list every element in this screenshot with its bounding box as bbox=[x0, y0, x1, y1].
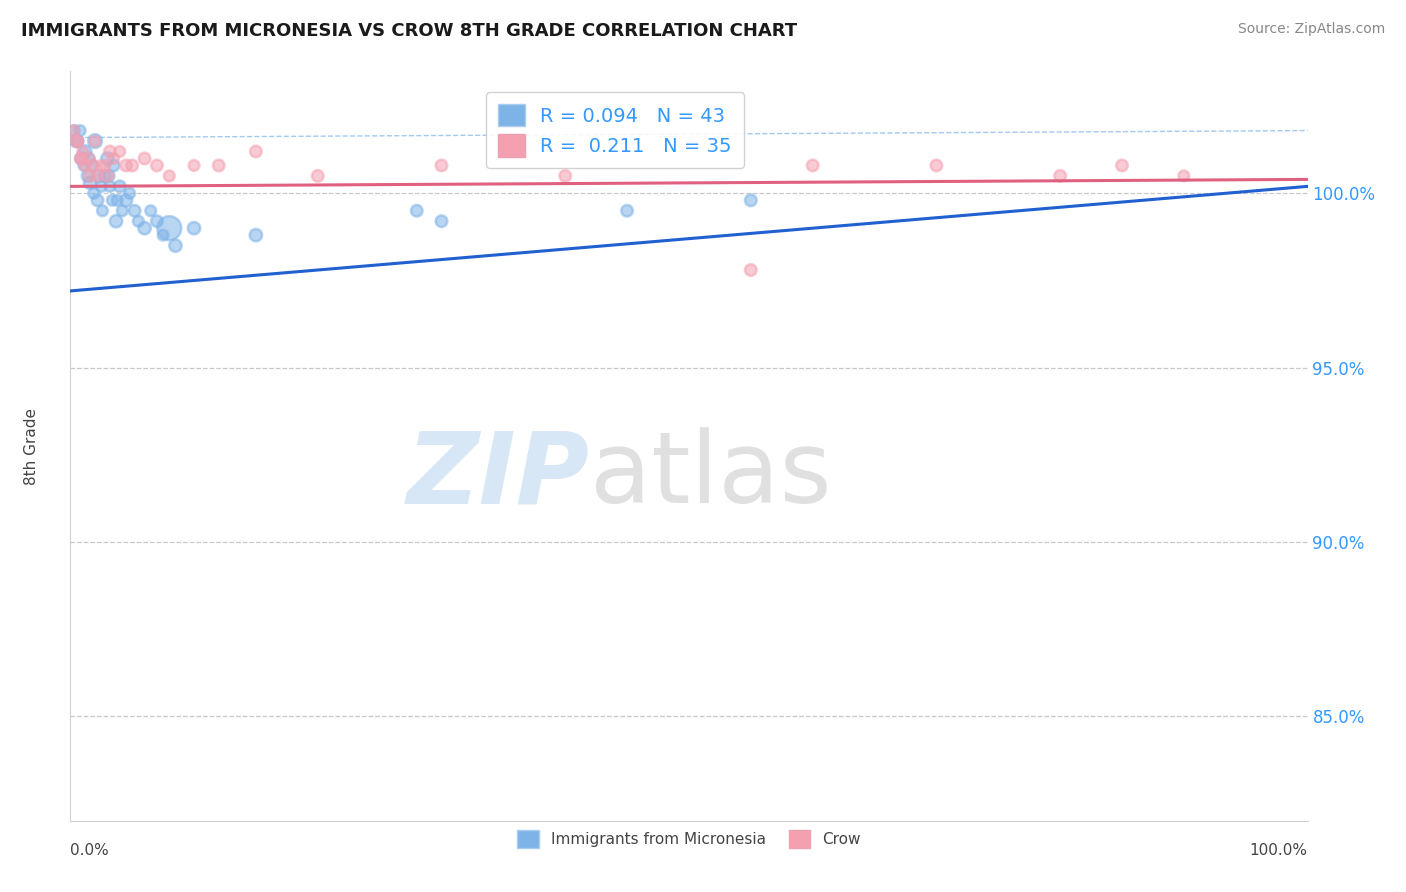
Point bbox=[103, 152, 125, 166]
Point bbox=[86, 194, 108, 208]
Point bbox=[65, 134, 87, 148]
Point bbox=[124, 203, 146, 218]
Point bbox=[157, 169, 180, 183]
Point bbox=[307, 169, 329, 183]
Point bbox=[75, 158, 97, 172]
Point bbox=[98, 145, 121, 159]
Point bbox=[134, 152, 156, 166]
Point bbox=[115, 158, 138, 172]
Point bbox=[69, 152, 91, 166]
Text: 0.0%: 0.0% bbox=[70, 843, 110, 858]
Point bbox=[79, 169, 101, 183]
Point bbox=[75, 145, 97, 159]
Point bbox=[108, 179, 131, 194]
Point bbox=[96, 152, 118, 166]
Point bbox=[82, 158, 104, 172]
Text: Source: ZipAtlas.com: Source: ZipAtlas.com bbox=[1237, 22, 1385, 37]
Point bbox=[165, 238, 187, 252]
Point bbox=[72, 145, 94, 159]
Point bbox=[801, 158, 824, 172]
Point bbox=[66, 134, 89, 148]
Text: 8th Grade: 8th Grade bbox=[24, 408, 39, 484]
Legend: Immigrants from Micronesia, Crow: Immigrants from Micronesia, Crow bbox=[510, 824, 868, 855]
Point bbox=[245, 228, 267, 243]
Point bbox=[108, 145, 131, 159]
Point bbox=[79, 176, 101, 190]
Point bbox=[111, 203, 134, 218]
Point bbox=[103, 158, 125, 172]
Point bbox=[554, 169, 576, 183]
Point bbox=[134, 221, 156, 235]
Point bbox=[430, 158, 453, 172]
Point bbox=[1111, 158, 1133, 172]
Point bbox=[740, 263, 762, 277]
Point bbox=[77, 152, 100, 166]
Point bbox=[127, 214, 149, 228]
Text: 100.0%: 100.0% bbox=[1250, 843, 1308, 858]
Point bbox=[152, 228, 174, 243]
Point bbox=[63, 123, 86, 137]
Point bbox=[65, 134, 87, 148]
Point bbox=[91, 203, 114, 218]
Point bbox=[925, 158, 948, 172]
Point bbox=[146, 214, 169, 228]
Point bbox=[77, 152, 100, 166]
Point bbox=[70, 152, 93, 166]
Text: IMMIGRANTS FROM MICRONESIA VS CROW 8TH GRADE CORRELATION CHART: IMMIGRANTS FROM MICRONESIA VS CROW 8TH G… bbox=[21, 22, 797, 40]
Point bbox=[94, 158, 117, 172]
Point bbox=[616, 203, 638, 218]
Point bbox=[84, 134, 107, 148]
Point bbox=[121, 158, 143, 172]
Point bbox=[82, 158, 104, 172]
Point bbox=[1049, 169, 1071, 183]
Point bbox=[76, 169, 98, 183]
Point bbox=[83, 186, 105, 201]
Point bbox=[157, 221, 180, 235]
Point bbox=[97, 169, 120, 183]
Point bbox=[139, 203, 162, 218]
Point bbox=[63, 123, 86, 137]
Text: atlas: atlas bbox=[591, 427, 831, 524]
Point bbox=[183, 158, 205, 172]
Point bbox=[115, 194, 138, 208]
Point bbox=[105, 214, 128, 228]
Point bbox=[245, 145, 267, 159]
Point bbox=[430, 214, 453, 228]
Point bbox=[146, 158, 169, 172]
Point bbox=[101, 194, 124, 208]
Text: ZIP: ZIP bbox=[406, 427, 591, 524]
Point bbox=[73, 158, 96, 172]
Point bbox=[740, 194, 762, 208]
Point bbox=[118, 186, 141, 201]
Point bbox=[90, 179, 112, 194]
Point bbox=[94, 169, 117, 183]
Point bbox=[70, 152, 93, 166]
Point bbox=[69, 123, 91, 137]
Point bbox=[86, 169, 108, 183]
Point bbox=[183, 221, 205, 235]
Point bbox=[405, 203, 427, 218]
Point bbox=[90, 158, 112, 172]
Point bbox=[84, 134, 107, 148]
Point bbox=[66, 134, 89, 148]
Point bbox=[105, 194, 128, 208]
Point bbox=[98, 179, 121, 194]
Point bbox=[1173, 169, 1195, 183]
Point bbox=[87, 169, 110, 183]
Point bbox=[96, 169, 118, 183]
Point bbox=[208, 158, 231, 172]
